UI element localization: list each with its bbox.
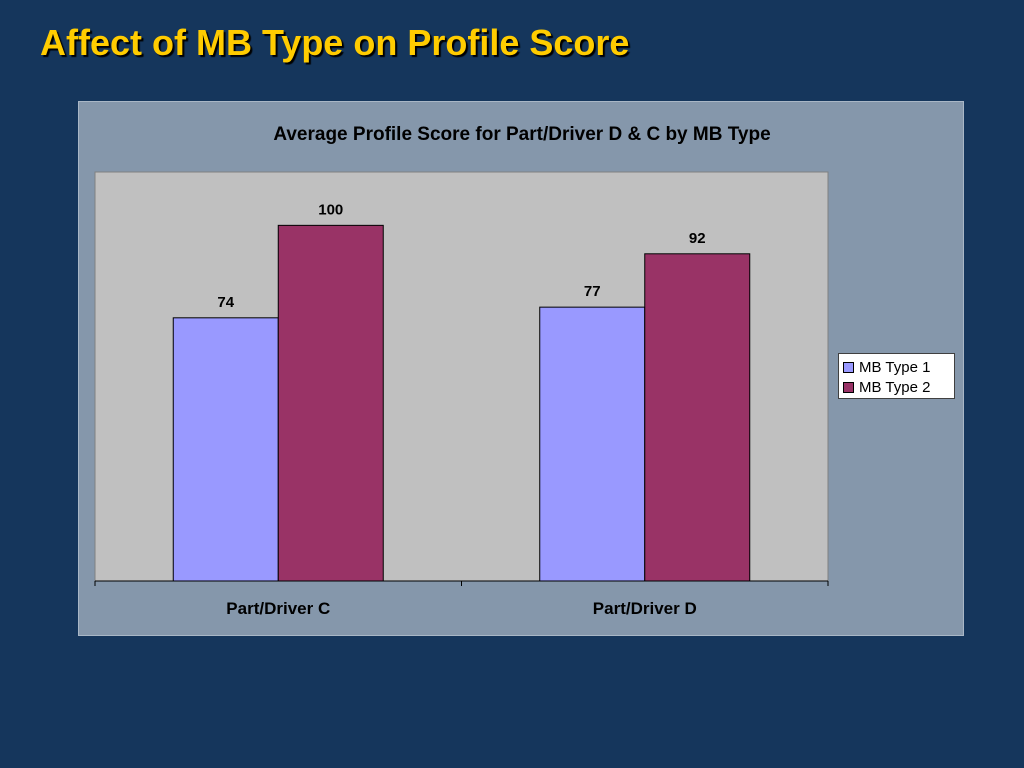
legend-swatch bbox=[843, 361, 854, 373]
chart-area: 74 100 77 92 Part/Driver C Part/Driver D bbox=[94, 171, 829, 618]
legend-item-2: MB Type 2 bbox=[843, 377, 954, 397]
legend: MB Type 1 MB Type 2 bbox=[838, 353, 955, 399]
legend-swatch bbox=[843, 381, 854, 393]
bar-2-2 bbox=[644, 253, 751, 582]
data-label-2-2: 92 bbox=[689, 230, 706, 247]
data-label-1-2: 77 bbox=[584, 283, 601, 300]
x-axis: Part/Driver C Part/Driver D bbox=[94, 580, 829, 618]
x-tick-label: Part/Driver C bbox=[226, 599, 330, 618]
legend-label: MB Type 2 bbox=[859, 378, 931, 396]
bars-layer bbox=[172, 224, 751, 582]
x-tick-label: Part/Driver D bbox=[593, 599, 697, 618]
legend-label: MB Type 1 bbox=[859, 358, 931, 376]
chart-panel: 74 100 77 92 Part/Driver C Part/Driver D Ave… bbox=[78, 101, 964, 636]
bar-1-1 bbox=[172, 317, 279, 582]
legend-item-1: MB Type 1 bbox=[843, 357, 954, 377]
data-label-2-1: 100 bbox=[318, 201, 343, 218]
slide-title: Affect of MB Type on Profile Score bbox=[40, 22, 630, 63]
bar-2-1 bbox=[277, 224, 384, 582]
data-label-1-1: 74 bbox=[217, 294, 234, 311]
labels-layer: 74 100 77 92 bbox=[217, 201, 705, 310]
bar-1-2 bbox=[539, 306, 646, 582]
chart-title: Average Profile Score for Part/Driver D … bbox=[273, 124, 771, 145]
